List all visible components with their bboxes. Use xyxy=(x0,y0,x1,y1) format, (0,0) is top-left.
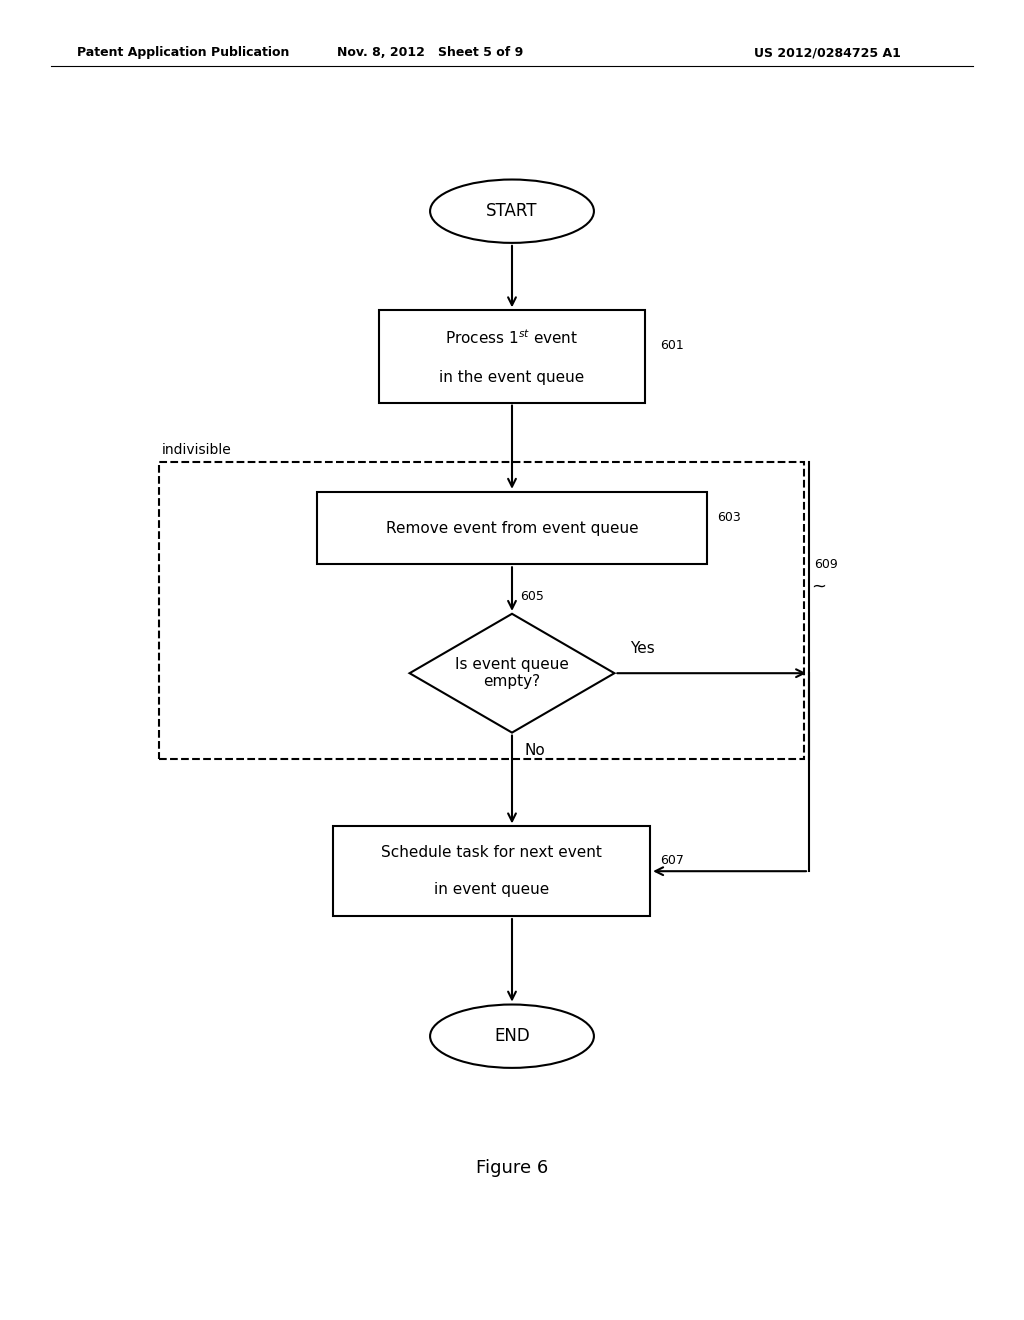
Bar xyxy=(333,826,650,916)
Text: 601: 601 xyxy=(660,339,684,352)
Text: Is event queue
empty?: Is event queue empty? xyxy=(455,657,569,689)
Text: Patent Application Publication: Patent Application Publication xyxy=(77,46,289,59)
Text: ~: ~ xyxy=(811,578,826,595)
Bar xyxy=(379,310,645,403)
Text: in the event queue: in the event queue xyxy=(439,370,585,385)
Text: 609: 609 xyxy=(814,558,838,570)
Text: Remove event from event queue: Remove event from event queue xyxy=(386,520,638,536)
Bar xyxy=(317,491,707,565)
Bar xyxy=(159,462,804,759)
Text: Nov. 8, 2012   Sheet 5 of 9: Nov. 8, 2012 Sheet 5 of 9 xyxy=(337,46,523,59)
Text: END: END xyxy=(495,1027,529,1045)
Text: indivisible: indivisible xyxy=(162,442,231,457)
Text: Schedule task for next event: Schedule task for next event xyxy=(381,845,602,861)
Text: 603: 603 xyxy=(717,511,740,524)
Text: in event queue: in event queue xyxy=(434,882,549,898)
Text: START: START xyxy=(486,202,538,220)
Text: Figure 6: Figure 6 xyxy=(476,1159,548,1177)
Text: Yes: Yes xyxy=(630,642,654,656)
Text: 607: 607 xyxy=(660,854,684,867)
Text: Process 1$^{st}$ event: Process 1$^{st}$ event xyxy=(445,329,579,347)
Text: US 2012/0284725 A1: US 2012/0284725 A1 xyxy=(755,46,901,59)
Text: No: No xyxy=(524,743,545,758)
Text: 605: 605 xyxy=(520,590,544,603)
